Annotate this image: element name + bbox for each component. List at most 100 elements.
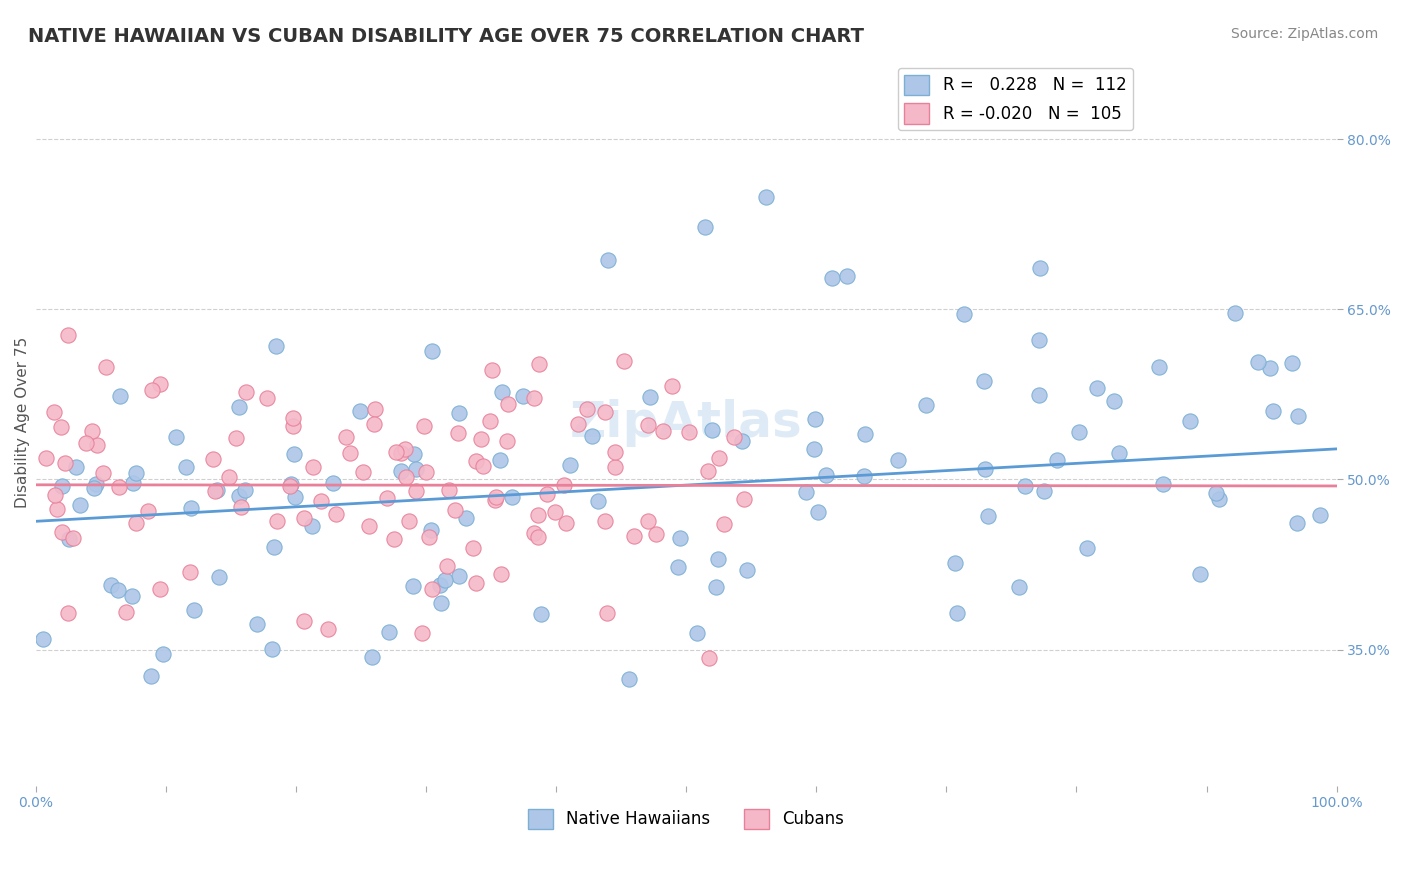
Cubans <box>292 511 315 525</box>
Native Hawaiians <box>973 462 995 476</box>
Cubans <box>527 508 550 523</box>
Cubans <box>136 504 159 518</box>
Cubans <box>418 530 440 544</box>
Native Hawaiians <box>83 481 105 495</box>
Cubans <box>420 582 443 597</box>
Native Hawaiians <box>914 398 936 412</box>
Native Hawaiians <box>1286 409 1309 424</box>
Native Hawaiians <box>1286 516 1309 530</box>
Native Hawaiians <box>1007 580 1029 594</box>
Cubans <box>439 483 461 497</box>
Cubans <box>398 514 420 528</box>
Native Hawaiians <box>228 401 250 415</box>
Native Hawaiians <box>447 569 470 583</box>
Native Hawaiians <box>228 489 250 503</box>
Cubans <box>148 376 170 391</box>
Native Hawaiians <box>1029 260 1052 275</box>
Cubans <box>415 465 437 479</box>
Native Hawaiians <box>176 460 198 475</box>
Cubans <box>733 491 755 506</box>
Cubans <box>225 431 247 445</box>
Cubans <box>56 607 79 621</box>
Cubans <box>465 576 488 591</box>
Cubans <box>377 491 399 506</box>
Native Hawaiians <box>586 494 609 508</box>
Native Hawaiians <box>433 574 456 588</box>
Cubans <box>125 516 148 531</box>
Cubans <box>179 565 201 579</box>
Native Hawaiians <box>389 464 412 478</box>
Native Hawaiians <box>180 500 202 515</box>
Native Hawaiians <box>31 632 53 647</box>
Cubans <box>603 459 626 474</box>
Native Hawaiians <box>401 579 423 593</box>
Cubans <box>523 392 546 406</box>
Cubans <box>411 626 433 640</box>
Native Hawaiians <box>58 532 80 546</box>
Native Hawaiians <box>796 484 818 499</box>
Native Hawaiians <box>815 467 838 482</box>
Native Hawaiians <box>491 384 513 399</box>
Cubans <box>527 530 550 544</box>
Cubans <box>278 479 301 493</box>
Cubans <box>596 606 619 620</box>
Native Hawaiians <box>1076 541 1098 556</box>
Native Hawaiians <box>65 460 87 475</box>
Native Hawaiians <box>702 423 724 437</box>
Native Hawaiians <box>617 672 640 686</box>
Cubans <box>637 418 659 433</box>
Native Hawaiians <box>284 490 307 504</box>
Cubans <box>613 354 636 368</box>
Native Hawaiians <box>852 469 875 483</box>
Cubans <box>443 503 465 517</box>
Cubans <box>678 425 700 439</box>
Cubans <box>575 402 598 417</box>
Native Hawaiians <box>262 641 284 656</box>
Cubans <box>645 527 668 541</box>
Cubans <box>496 397 519 411</box>
Native Hawaiians <box>704 580 727 594</box>
Cubans <box>395 469 418 483</box>
Native Hawaiians <box>139 668 162 682</box>
Cubans <box>472 459 495 474</box>
Native Hawaiians <box>973 374 995 388</box>
Cubans <box>697 464 720 478</box>
Cubans <box>484 493 506 508</box>
Cubans <box>58 328 80 343</box>
Cubans <box>544 505 567 519</box>
Native Hawaiians <box>121 589 143 603</box>
Native Hawaiians <box>1069 425 1091 440</box>
Cubans <box>723 430 745 444</box>
Cubans <box>339 445 361 459</box>
Native Hawaiians <box>447 406 470 420</box>
Native Hawaiians <box>108 389 131 403</box>
Text: ZipAtlas: ZipAtlas <box>569 399 803 447</box>
Native Hawaiians <box>121 475 143 490</box>
Native Hawaiians <box>183 603 205 617</box>
Cubans <box>593 514 616 528</box>
Cubans <box>316 623 339 637</box>
Native Hawaiians <box>264 338 287 352</box>
Cubans <box>405 484 427 499</box>
Native Hawaiians <box>1102 393 1125 408</box>
Native Hawaiians <box>1247 355 1270 369</box>
Cubans <box>80 424 103 438</box>
Native Hawaiians <box>943 556 966 570</box>
Native Hawaiians <box>853 426 876 441</box>
Cubans <box>281 418 304 433</box>
Native Hawaiians <box>835 269 858 284</box>
Cubans <box>325 507 347 521</box>
Cubans <box>204 483 226 498</box>
Native Hawaiians <box>1046 453 1069 467</box>
Cubans <box>394 442 416 456</box>
Native Hawaiians <box>322 475 344 490</box>
Cubans <box>309 494 332 508</box>
Native Hawaiians <box>558 458 581 472</box>
Native Hawaiians <box>803 412 825 426</box>
Cubans <box>707 450 730 465</box>
Cubans <box>335 430 357 444</box>
Native Hawaiians <box>666 560 689 574</box>
Native Hawaiians <box>280 477 302 491</box>
Native Hawaiians <box>208 570 231 584</box>
Cubans <box>51 420 73 434</box>
